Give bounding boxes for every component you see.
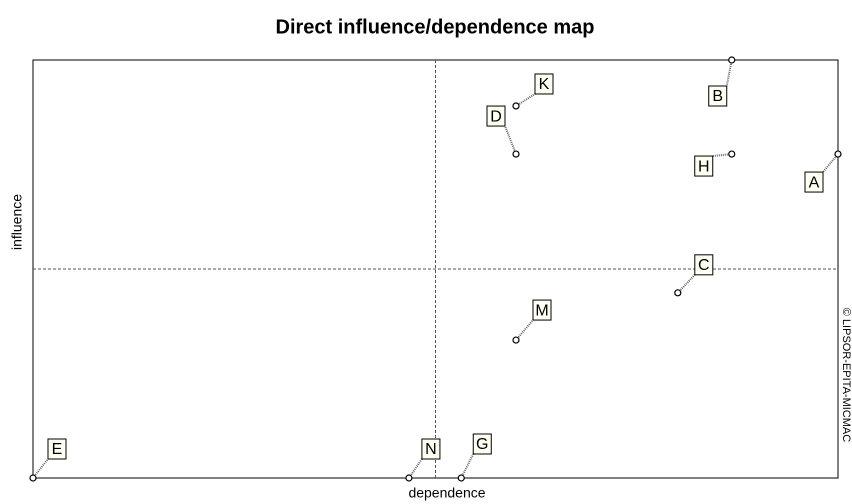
point [729, 151, 735, 157]
leader-line [516, 320, 533, 340]
leader-line [727, 60, 732, 86]
x-axis-label: dependence [408, 485, 485, 501]
point-label: M [535, 302, 548, 319]
point [835, 151, 841, 157]
leader-line [505, 126, 516, 154]
point [406, 475, 412, 481]
point [30, 475, 36, 481]
y-axis-label: influence [9, 194, 25, 250]
point-label: E [52, 441, 63, 458]
point [513, 337, 519, 343]
point-label: N [425, 441, 437, 458]
point-label: K [539, 76, 550, 93]
point-label: H [698, 158, 710, 175]
chart: Direct influence/dependence map dependen… [0, 0, 852, 504]
point-label: B [712, 88, 723, 105]
point [458, 475, 464, 481]
leader-line [678, 275, 695, 293]
point [513, 103, 519, 109]
point [675, 290, 681, 296]
chart-title: Direct influence/dependence map [276, 16, 595, 38]
point [729, 57, 735, 63]
point-label: A [809, 174, 820, 191]
point [513, 151, 519, 157]
credit: © LIPSOR-EPITA-MICMAC [840, 308, 852, 442]
leader-line [461, 454, 473, 478]
point-label: G [476, 436, 488, 453]
point-label: C [698, 257, 710, 274]
point-label: D [490, 108, 502, 125]
leader-line [33, 459, 48, 478]
